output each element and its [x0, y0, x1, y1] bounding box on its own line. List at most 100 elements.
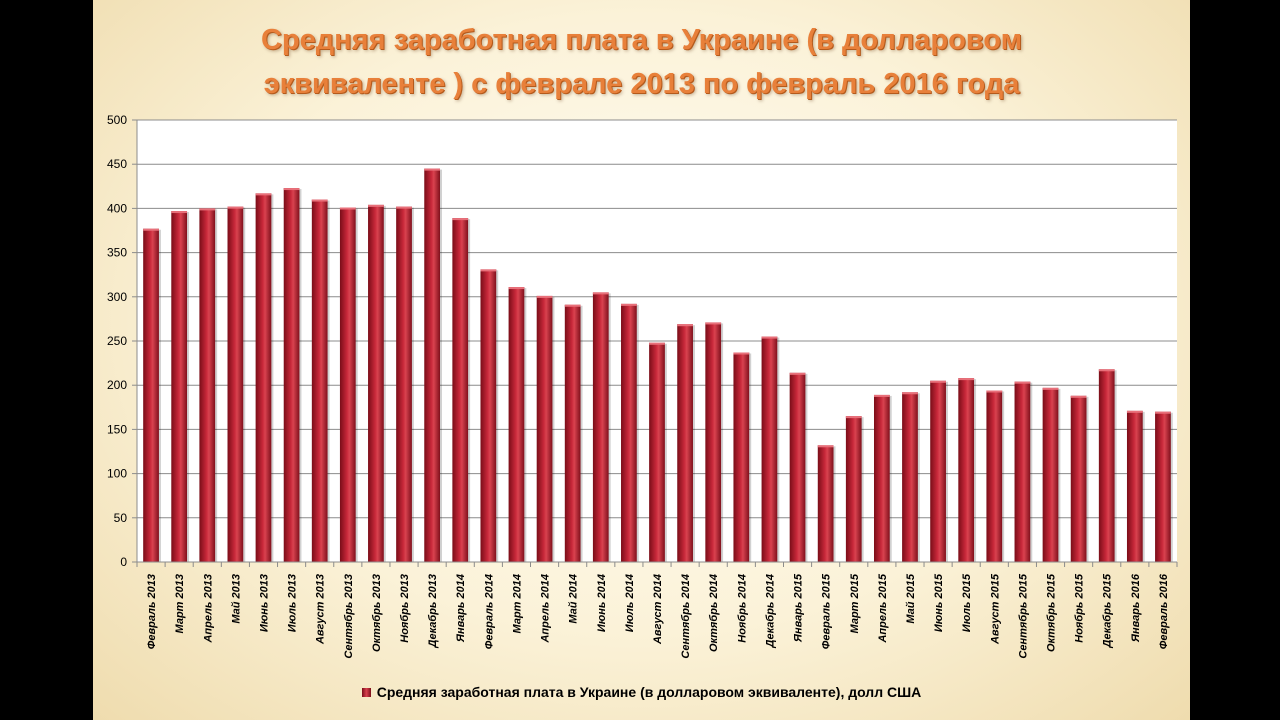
bar-top	[480, 269, 497, 272]
chart-title-line-2: эквиваленте ) с феврале 2013 по февраль …	[263, 68, 1020, 100]
bar-chart: 0 50 100 150 200 250 300 350 400 450 500 Февраль 2…	[107, 113, 1178, 659]
bar	[845, 416, 862, 562]
x-category-label: Июнь 2014	[596, 574, 608, 632]
bar-top	[564, 304, 581, 307]
bar	[592, 292, 609, 562]
legend-swatch	[361, 688, 371, 697]
bar-top	[143, 228, 159, 231]
bar	[873, 394, 890, 562]
x-category-label: Сентябрь 2014	[680, 574, 692, 659]
x-category-label: Ноябрь 2015	[1074, 573, 1086, 643]
y-tick-label: 450	[107, 157, 127, 171]
chart-title-line-1: Средняя заработная плата в Украине (в до…	[260, 24, 1023, 56]
bar-top	[171, 211, 188, 214]
x-category-label: Декабрь 2014	[764, 574, 776, 648]
bar-top	[761, 336, 778, 339]
bar	[649, 342, 665, 562]
bar-top	[958, 378, 975, 381]
x-axis: Февраль 2013 Март 2013 Апрель 2013 Май 2013…	[136, 561, 1178, 659]
x-category-label: Январь 2014	[455, 574, 467, 643]
x-category-label: Август 2014	[652, 574, 664, 645]
bar	[143, 228, 159, 562]
x-category-label: Октябрь 2014	[708, 574, 720, 652]
bar	[1042, 387, 1059, 562]
bar	[1070, 395, 1087, 562]
bar	[621, 303, 637, 562]
bar-top	[705, 322, 722, 325]
bar	[1014, 381, 1031, 562]
x-category-label: Февраль 2014	[483, 574, 495, 649]
slide-background: Средняя заработная плата в Украине (в до…	[93, 0, 1190, 720]
x-category-label: Апрель 2014	[540, 574, 552, 644]
bar	[255, 193, 272, 562]
x-category-label: Август 2015	[989, 573, 1001, 645]
x-category-label: Июнь 2015	[933, 573, 945, 632]
y-tick-label: 0	[120, 555, 127, 569]
y-tick-label: 300	[107, 290, 127, 304]
bar-top	[396, 206, 412, 209]
x-category-label: Декабрь 2015	[1102, 573, 1114, 648]
bar	[761, 336, 778, 562]
bar-top	[873, 394, 890, 397]
bar	[396, 206, 412, 562]
bar	[480, 269, 497, 562]
x-category-label: Март 2015	[849, 573, 861, 633]
bar	[817, 445, 834, 562]
bar-top	[1155, 411, 1171, 414]
bar	[1126, 410, 1143, 562]
bar	[1098, 369, 1115, 562]
bar	[508, 287, 525, 562]
y-tick-label: 400	[107, 201, 127, 215]
bar-top	[902, 392, 918, 395]
y-tick-label: 150	[107, 422, 127, 436]
x-category-label: Октябрь 2013	[371, 574, 383, 652]
bar	[733, 352, 750, 562]
bar-top	[227, 206, 244, 209]
legend-label: Средняя заработная плата в Украине (в до…	[376, 684, 922, 700]
x-category-label: Февраль 2016	[1158, 573, 1170, 649]
bar	[368, 204, 384, 562]
bar-top	[677, 324, 693, 327]
x-category-label: Июль 2014	[624, 574, 636, 632]
bar	[452, 218, 469, 562]
x-category-label: Сентябрь 2013	[343, 574, 355, 659]
bar	[705, 322, 722, 562]
x-category-label: Декабрь 2013	[427, 574, 439, 648]
bars	[143, 168, 1173, 563]
x-category-label: Февраль 2015	[821, 573, 833, 649]
bar-top	[1070, 395, 1087, 398]
bar-top	[508, 287, 525, 290]
x-category-label: Июль 2015	[961, 573, 973, 632]
x-category-label: Май 2013	[230, 574, 242, 624]
bar	[1155, 411, 1171, 562]
bar	[199, 208, 216, 562]
bar-top	[649, 342, 665, 345]
x-category-label: Ноябрь 2014	[736, 574, 748, 643]
bar	[930, 380, 946, 562]
bar	[227, 206, 244, 562]
bar-top	[452, 218, 469, 221]
bar	[789, 372, 806, 562]
bar	[902, 392, 918, 562]
bar-top	[368, 204, 384, 207]
bar	[283, 188, 300, 562]
bar	[311, 199, 328, 562]
x-category-label: Январь 2015	[793, 573, 805, 643]
bar-top	[817, 445, 834, 448]
bar-top	[733, 352, 750, 355]
bar-top	[621, 303, 637, 306]
x-category-label: Август 2013	[315, 574, 327, 645]
bar-top	[1098, 369, 1115, 372]
bar-top	[536, 295, 553, 298]
bar-top	[199, 208, 216, 211]
y-tick-label: 200	[107, 378, 127, 392]
bar	[958, 378, 975, 562]
bar-top	[789, 372, 806, 375]
x-category-label: Ноябрь 2013	[399, 574, 411, 643]
x-category-label: Март 2014	[511, 574, 523, 633]
chart-title: Средняя заработная плата в Украине (в до…	[93, 18, 1190, 106]
x-category-label: Март 2013	[174, 574, 186, 633]
x-category-label: Май 2014	[568, 574, 580, 624]
x-category-label: Февраль 2013	[146, 574, 158, 649]
bar-top	[424, 168, 441, 171]
